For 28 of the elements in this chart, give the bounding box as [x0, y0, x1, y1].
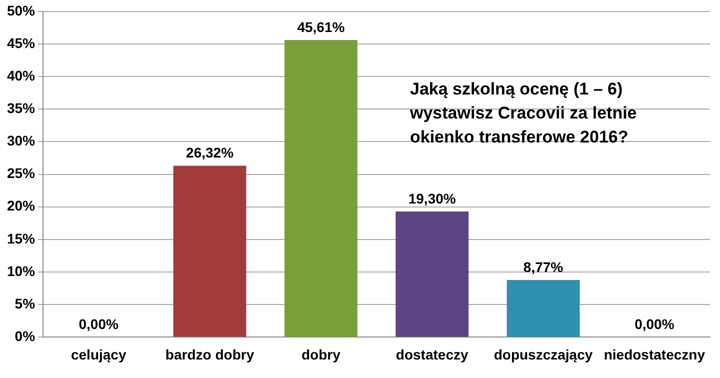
y-tick-label: 5% — [14, 295, 36, 312]
x-tick-label: dostateczy — [396, 346, 468, 362]
y-tick-label: 50% — [6, 2, 36, 18]
bar — [396, 211, 469, 337]
bar — [173, 166, 246, 337]
data-label: 45,61% — [297, 18, 346, 35]
y-tick-label: 15% — [6, 230, 36, 246]
y-tick-label: 20% — [6, 198, 36, 214]
y-tick-label: 35% — [6, 100, 36, 116]
x-tick-label: celujący — [70, 346, 126, 362]
y-tick-label: 25% — [6, 165, 36, 182]
data-label: 0,00% — [634, 316, 675, 332]
y-tick-label: 45% — [6, 34, 36, 51]
y-tick-label: 10% — [6, 262, 36, 279]
x-tick-label: dobry — [301, 346, 341, 362]
x-tick-label: dopuszczający — [494, 346, 593, 362]
x-tick-label: bardzo dobry — [165, 346, 254, 362]
data-label: 8,77% — [523, 258, 564, 275]
data-label: 19,30% — [408, 190, 456, 206]
y-tick-label: 40% — [6, 67, 36, 84]
bar — [506, 280, 580, 337]
text: Jaką szkolną ocenę (1 – 6) wystawisz Cracovii za letnie okienko transferowe 2016? — [409, 80, 637, 147]
x-tick-label: niedostateczny — [604, 346, 706, 362]
y-tick-label: 0% — [14, 328, 36, 344]
bar — [284, 40, 358, 337]
data-label: 26,32% — [186, 144, 234, 161]
y-tick-label: 30% — [6, 132, 36, 149]
data-label: 0,00% — [78, 316, 119, 332]
